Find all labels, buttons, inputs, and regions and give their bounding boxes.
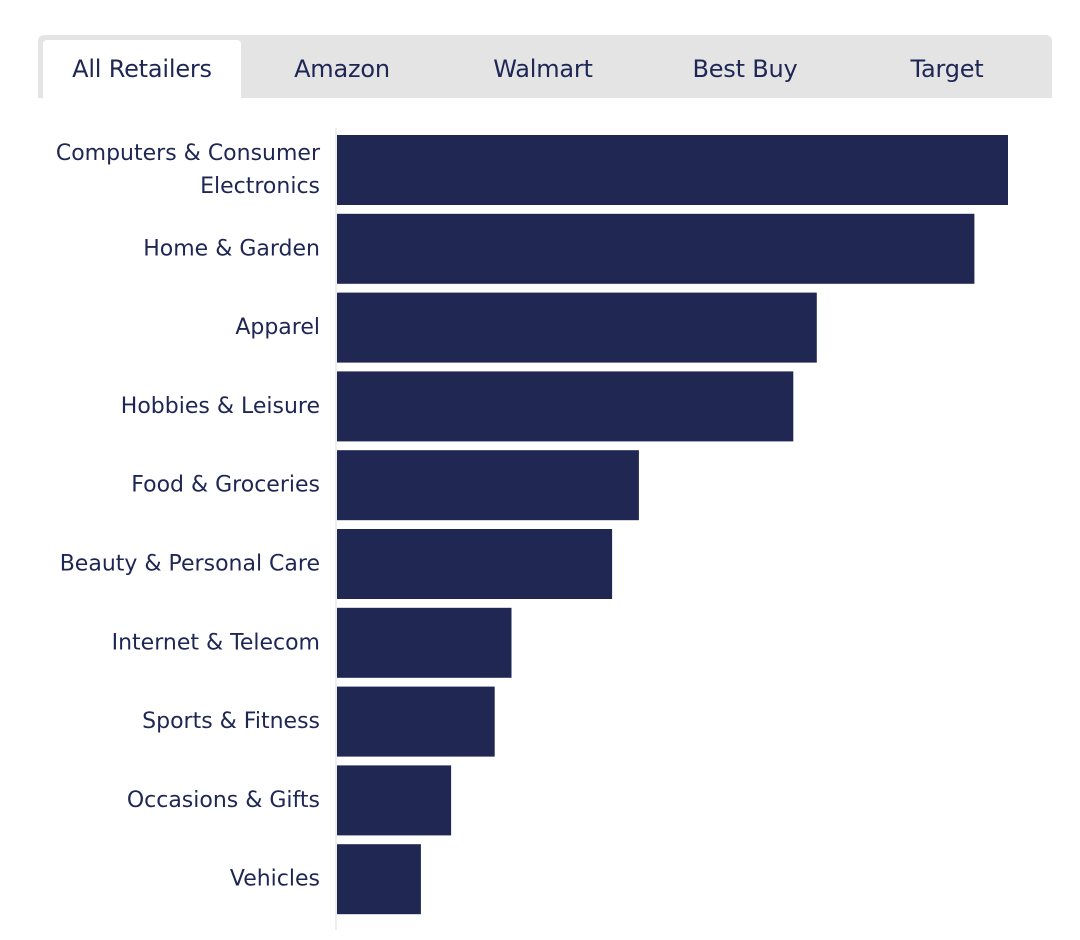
bar[interactable] [337, 450, 639, 521]
category-label: Vehicles [230, 867, 320, 892]
category-label: Home & Garden [143, 236, 320, 261]
tab-amazon[interactable]: Amazon [294, 55, 390, 83]
category-label: Computers & Consumer [56, 141, 321, 166]
bar[interactable] [337, 135, 1008, 205]
bar[interactable] [337, 371, 794, 442]
bars-group [337, 135, 1008, 915]
bar[interactable] [337, 529, 613, 599]
bar[interactable] [337, 213, 975, 284]
category-label: Food & Groceries [131, 473, 320, 498]
tab-target[interactable]: Target [910, 55, 984, 83]
tab-walmart[interactable]: Walmart [493, 55, 593, 83]
bar[interactable] [337, 844, 421, 915]
tab-all-retailers[interactable]: All Retailers [43, 40, 241, 98]
retailer-tab-bar: All Retailers Amazon Walmart Best Buy Ta… [38, 35, 1052, 98]
category-label: Occasions & Gifts [127, 788, 320, 813]
category-label: Electronics [200, 174, 320, 199]
category-label: Sports & Fitness [142, 709, 320, 734]
category-label: Apparel [235, 315, 320, 340]
category-label: Internet & Telecom [112, 630, 320, 655]
category-labels-group: Computers & Consumer Electronics Home & Ga… [56, 141, 321, 892]
category-label: Beauty & Personal Care [60, 552, 320, 577]
bar[interactable] [337, 607, 512, 678]
bar[interactable] [337, 292, 817, 363]
bar[interactable] [337, 765, 452, 836]
tab-best-buy[interactable]: Best Buy [692, 55, 798, 83]
category-label: Hobbies & Leisure [121, 394, 320, 419]
bar[interactable] [337, 686, 495, 757]
